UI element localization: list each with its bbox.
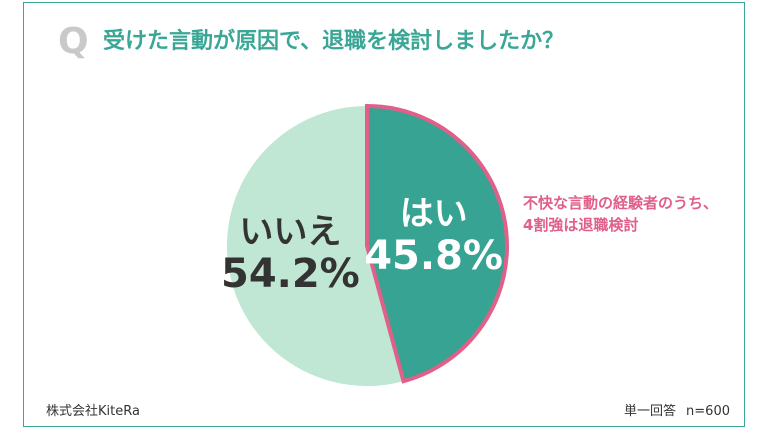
- pie-slice-yes: [365, 103, 509, 384]
- slice-value-no: 54.2%: [221, 251, 360, 297]
- slice-value-yes: 45.8%: [364, 233, 503, 279]
- question-title: 受けた言動が原因で、退職を検討しましたか？: [103, 29, 565, 54]
- pie-slice-no: [227, 106, 404, 386]
- annotation-line-2: 4割強は退職検討: [523, 216, 639, 234]
- answer-type: 単一回答: [624, 404, 677, 419]
- question-mark-icon: Q: [58, 21, 89, 62]
- sample-size: n=600: [686, 404, 730, 419]
- company-name: 株式会社KiteRa: [46, 404, 140, 419]
- slice-label-yes: はい: [400, 194, 468, 234]
- slice-label-no: いいえ: [239, 212, 341, 252]
- annotation-line-1: 不快な言動の経験者のうち、: [523, 194, 719, 212]
- annotation: 不快な言動の経験者のうち、 4割強は退職検討: [523, 192, 718, 236]
- sample-info: 単一回答 n=600: [614, 400, 730, 419]
